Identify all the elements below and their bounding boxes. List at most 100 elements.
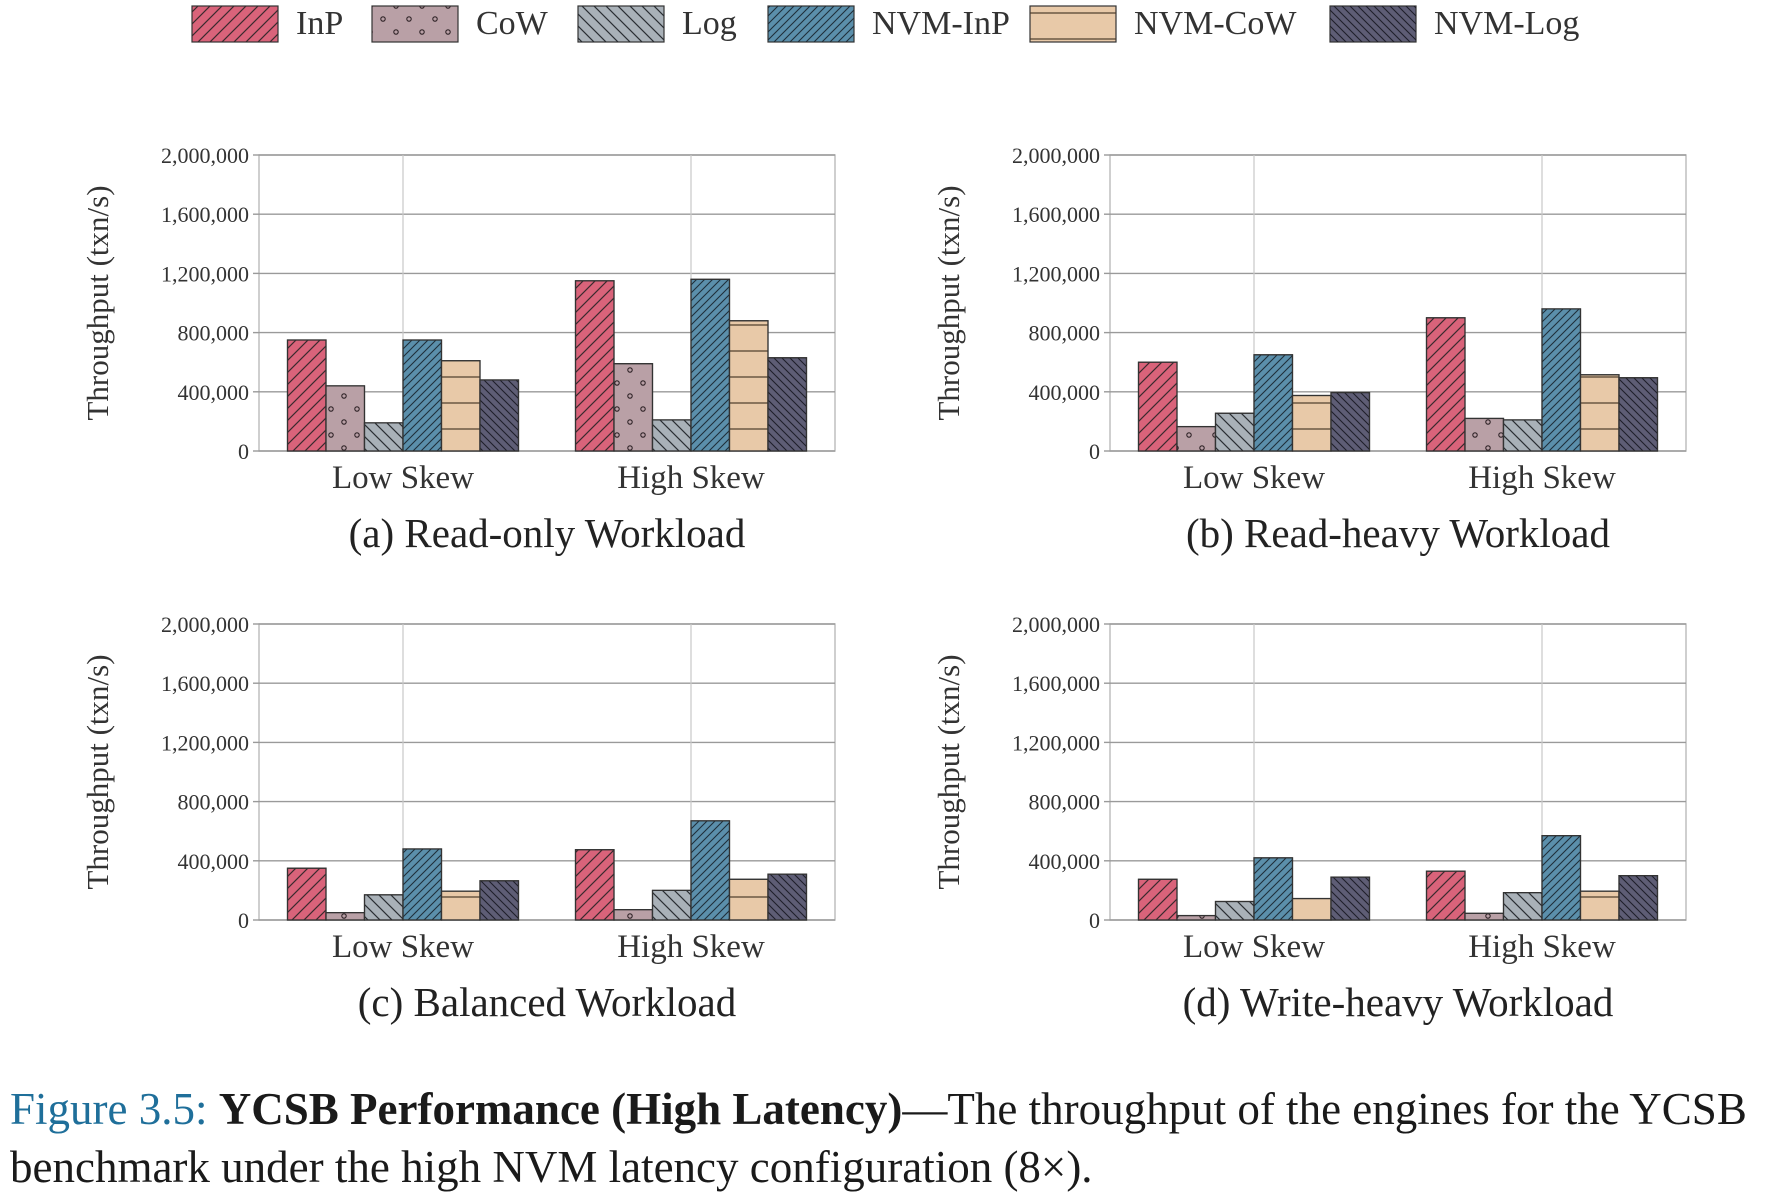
x-tick-label: High Skew [1468, 460, 1616, 496]
y-tick-label: 400,000 [178, 380, 250, 405]
bar-nvm-inp-low-skew [402, 848, 443, 921]
legend-swatch-pattern [372, 6, 458, 42]
bar-nvm-cow-low-skew [1291, 897, 1332, 921]
caption-text: —The throughput of the engines for the Y… [10, 1084, 1747, 1192]
chart-panel-4: 0 400,000 800,000 1,200,000 1,600,000 2,000,0… [931, 612, 1687, 1025]
bar-nvm-cow-high-skew [728, 320, 769, 452]
bar-pattern [1137, 361, 1178, 452]
legend-item-nvm-inp: NVM-InP [767, 5, 1010, 43]
bar-inp-low-skew [1137, 878, 1178, 921]
legend-item-inp: InP [191, 5, 343, 43]
bar-pattern [651, 419, 692, 452]
bar-nvm-inp-low-skew [402, 339, 443, 452]
bar-pattern [1214, 412, 1255, 452]
x-tick-label: Low Skew [332, 929, 474, 965]
bar-pattern [402, 339, 443, 452]
x-tick-label: High Skew [617, 460, 765, 496]
bar-pattern [1425, 317, 1466, 452]
bar-pattern [363, 894, 404, 921]
bar-nvm-inp-low-skew [1253, 354, 1294, 452]
chart-panel-2: 0 400,000 800,000 1,200,000 1,600,000 2,000,0… [931, 143, 1687, 556]
bar-pattern [767, 873, 808, 921]
bar-pattern [1137, 878, 1178, 921]
legend-swatch-pattern [578, 6, 664, 42]
bar-pattern [1253, 354, 1294, 452]
bar-inp-high-skew [574, 849, 615, 921]
bar-nvm-cow-low-skew [440, 360, 481, 452]
x-tick-label: High Skew [1468, 929, 1616, 965]
bar-pattern [728, 878, 769, 921]
legend-label: NVM-CoW [1134, 5, 1297, 42]
bar-pattern [1214, 900, 1255, 921]
bar-pattern [1541, 835, 1582, 921]
y-axis-label: Throughput (txn/s) [931, 654, 966, 889]
x-tick-label: High Skew [617, 929, 765, 965]
bar-cow-low-skew [325, 385, 366, 452]
x-tick-label: Low Skew [1183, 929, 1325, 965]
bar-log-high-skew [651, 889, 692, 921]
bar-nvm-inp-high-skew [1541, 308, 1582, 452]
legend-item-nvm-log: NVM-Log [1329, 5, 1579, 43]
legend-label: InP [296, 5, 343, 42]
y-tick-label: 0 [1089, 908, 1100, 933]
bar-nvm-log-low-skew [1330, 391, 1371, 452]
bar-inp-high-skew [1425, 870, 1466, 921]
bar-pattern [767, 357, 808, 452]
bar-nvm-inp-high-skew [690, 278, 731, 452]
bar-pattern [286, 867, 327, 921]
y-tick-label: 800,000 [178, 321, 250, 346]
bar-nvm-cow-high-skew [728, 878, 769, 921]
bar-log-low-skew [363, 894, 404, 921]
y-tick-label: 0 [238, 439, 249, 464]
chart-panel-1: 0 400,000 800,000 1,200,000 1,600,000 2,000,0… [80, 143, 836, 556]
bar-pattern [1291, 394, 1332, 452]
bar-inp-high-skew [1425, 317, 1466, 452]
bar-log-low-skew [1214, 412, 1255, 452]
bar-log-high-skew [651, 419, 692, 452]
bar-log-high-skew [1502, 419, 1543, 452]
y-tick-label: 2,000,000 [1012, 612, 1100, 637]
y-tick-label: 1,200,000 [161, 730, 249, 755]
bar-pattern [728, 320, 769, 452]
bar-pattern [440, 360, 481, 452]
bar-cow-high-skew [1464, 417, 1505, 452]
panel-title: (c) Balanced Workload [358, 979, 736, 1025]
bar-pattern [479, 880, 520, 921]
y-tick-label: 0 [238, 908, 249, 933]
bar-pattern [1176, 914, 1217, 921]
y-tick-label: 1,200,000 [1012, 261, 1100, 286]
bar-pattern [479, 379, 520, 452]
legend-item-log: Log [577, 5, 737, 43]
legend-swatch-pattern [1330, 6, 1416, 42]
legend-label: NVM-InP [872, 5, 1010, 42]
bar-pattern [613, 363, 654, 452]
y-axis-label: Throughput (txn/s) [80, 654, 115, 889]
bar-nvm-cow-high-skew [1579, 374, 1620, 452]
y-tick-label: 1,600,000 [1012, 671, 1100, 696]
bar-nvm-cow-low-skew [440, 890, 481, 921]
y-tick-label: 1,600,000 [161, 671, 249, 696]
legend: InP CoW Log NVM-InP NVM-CoW NVM-Log [191, 5, 1579, 43]
panel-title: (b) Read-heavy Workload [1186, 510, 1610, 556]
chart-panels: 0 400,000 800,000 1,200,000 1,600,000 2,000,0… [80, 143, 1687, 1025]
y-tick-label: 800,000 [1029, 790, 1101, 815]
legend-swatch-pattern [768, 6, 854, 42]
bar-pattern [286, 339, 327, 452]
bar-cow-high-skew [613, 909, 654, 921]
x-tick-label: Low Skew [332, 460, 474, 496]
y-tick-label: 2,000,000 [161, 143, 249, 168]
y-tick-label: 400,000 [1029, 380, 1101, 405]
bar-log-low-skew [363, 422, 404, 452]
panel-title: (a) Read-only Workload [349, 510, 746, 556]
bar-pattern [651, 889, 692, 921]
y-tick-label: 400,000 [1029, 849, 1101, 874]
bar-nvm-cow-high-skew [1579, 890, 1620, 921]
bar-pattern [1502, 892, 1543, 921]
bar-inp-low-skew [286, 339, 327, 452]
chart-panel-3: 0 400,000 800,000 1,200,000 1,600,000 2,000,0… [80, 612, 836, 1025]
panel-title: (d) Write-heavy Workload [1183, 979, 1614, 1025]
bar-pattern [402, 848, 443, 921]
y-tick-label: 1,200,000 [1012, 730, 1100, 755]
bar-pattern [690, 278, 731, 452]
plot-frame [1109, 623, 1687, 921]
